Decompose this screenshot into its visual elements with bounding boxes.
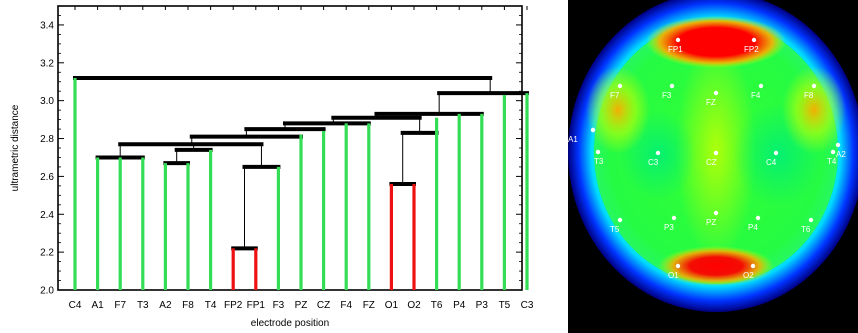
x-axis: C4 A1 F7 T3 A2 F8 T4 FP2 FP1 F3 PZ CZ F4 FZ O1 O2 T6 P4 P3… (69, 6, 534, 311)
x-tick-label: T5 (499, 300, 511, 311)
electrode-dot (751, 37, 757, 43)
y-axis-title: ultrametric distance (10, 104, 21, 191)
electrode-label: T4 (827, 157, 837, 166)
x-tick-label: P3 (476, 300, 489, 311)
x-tick-label: F8 (182, 300, 194, 311)
electrode-dot (617, 217, 623, 223)
electrode-dot (773, 150, 779, 156)
x-tick-label: C3 (521, 300, 534, 311)
frontal-hotspot (646, 16, 786, 68)
electrode-label: O1 (668, 271, 679, 280)
electrode-label: A2 (836, 150, 846, 159)
x-tick-label: FZ (363, 300, 375, 311)
right-lateral-hotspot (782, 66, 846, 154)
electrode-label: F8 (804, 91, 814, 100)
electrode-label: C3 (648, 158, 659, 167)
electrode-label: O2 (743, 271, 754, 280)
x-tick-label: PZ (295, 300, 308, 311)
electrode-label: T6 (801, 225, 811, 234)
x-tick-label: O1 (385, 300, 399, 311)
electrode-label: P3 (664, 223, 674, 232)
electrode-dot (671, 215, 677, 221)
x-tick-label: T4 (205, 300, 217, 311)
occipital-hotspot (658, 246, 774, 286)
midline-band (676, 40, 756, 260)
electrode-label: F7 (610, 91, 620, 100)
y-tick-label: 2.4 (40, 210, 54, 221)
electrode-dot (830, 149, 836, 155)
x-tick-label: FP2 (224, 300, 243, 311)
x-tick-label: P4 (453, 300, 466, 311)
y-tick-label: 2.8 (40, 134, 54, 145)
x-tick-label: F7 (114, 300, 126, 311)
x-tick-label: T3 (137, 300, 149, 311)
electrode-dot (808, 217, 814, 223)
electrode-label: P4 (748, 223, 758, 232)
electrode-label: T5 (610, 225, 620, 234)
electrode-label: T3 (594, 157, 604, 166)
y-tick-label: 3.0 (40, 96, 54, 107)
electrode-dot (617, 83, 623, 89)
electrode-dot (713, 210, 719, 216)
x-tick-label: A2 (159, 300, 172, 311)
electrode-dot (675, 263, 681, 269)
electrode-dot (595, 149, 601, 155)
x-tick-label: FP1 (247, 300, 266, 311)
electrode-label: FP2 (744, 45, 759, 54)
electrode-dot (655, 150, 661, 156)
y-tick-label: 2.2 (40, 248, 54, 259)
x-tick-label: A1 (91, 300, 104, 311)
electrode-dot (675, 37, 681, 43)
electrode-dot (758, 83, 764, 89)
dendrogram-links (73, 75, 529, 251)
electrode-dot (750, 263, 756, 269)
x-tick-label: F3 (273, 300, 285, 311)
electrode-label: PZ (706, 218, 716, 227)
electrode-label: A1 (568, 135, 578, 144)
electrode-dot (811, 83, 817, 89)
electrode-label: FP1 (668, 45, 683, 54)
electrode-label: CZ (706, 158, 717, 167)
electrode-dot (713, 150, 719, 156)
electrode-label: F3 (662, 91, 672, 100)
electrode-dot (669, 83, 675, 89)
y-tick-label: 2.6 (40, 172, 54, 183)
y-axis: 2.0 2.2 2.4 2.6 2.8 3.0 3.2 3.4 (40, 5, 522, 297)
plot-frame (57, 5, 523, 291)
x-axis-title: electrode position (251, 318, 329, 329)
x-tick-label: F4 (340, 300, 352, 311)
x-tick-label: O2 (407, 300, 421, 311)
electrode-label: C4 (766, 158, 777, 167)
electrode-dot (755, 215, 761, 221)
dendrogram-chart: 2.0 2.2 2.4 2.6 2.8 3.0 3.2 3.4 C4 A1 F7 T3 A2 F8 T4 F… (10, 5, 534, 329)
electrode-label: F4 (751, 91, 761, 100)
y-tick-label: 2.0 (40, 286, 54, 297)
topomap-field (568, 0, 858, 312)
x-tick-label: T6 (431, 300, 443, 311)
left-lateral-hotspot (586, 66, 650, 154)
y-tick-label: 3.2 (40, 58, 54, 69)
x-tick-label: CZ (317, 300, 330, 311)
x-tick-label: C4 (69, 300, 82, 311)
electrode-dot (835, 142, 841, 148)
electrode-label: FZ (706, 98, 716, 107)
y-tick-label: 3.4 (40, 20, 54, 31)
dendrogram-leaves (73, 77, 529, 290)
electrode-dot (590, 127, 596, 133)
electrode-dot (713, 90, 719, 96)
